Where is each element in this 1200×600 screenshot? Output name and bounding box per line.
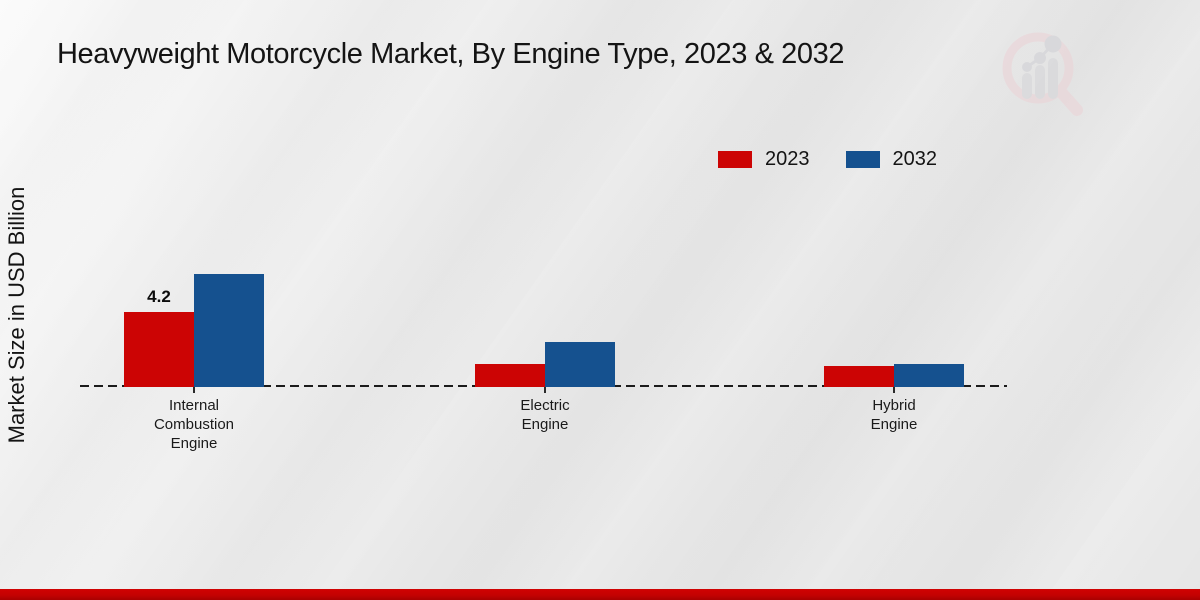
bar-value-label: 4.2 — [147, 287, 171, 306]
bar-2023-category-1 — [475, 364, 545, 387]
footer-accent-bar — [0, 589, 1200, 600]
legend: 2023 2032 — [718, 148, 937, 171]
legend-swatch-2032 — [845, 151, 880, 168]
bar-2023-category-2 — [824, 366, 894, 387]
brand-logo-magnifier-icon — [1002, 32, 1083, 116]
category-label: Internal Combustion Engine — [153, 397, 235, 453]
x-axis-tick — [893, 387, 895, 393]
bar-2032-category-1 — [545, 342, 615, 387]
bar-2032-category-0 — [194, 274, 264, 387]
category-label: Electric Engine — [520, 397, 570, 434]
legend-label-2023: 2023 — [765, 148, 810, 170]
x-axis-tick — [544, 387, 546, 393]
bar-2032-category-2 — [894, 364, 964, 387]
legend-item-2023: 2023 — [718, 148, 810, 171]
legend-label-2032: 2032 — [892, 148, 938, 170]
bar-2023-category-0 — [124, 312, 194, 387]
chart-title: Heavyweight Motorcycle Market, By Engine… — [57, 38, 845, 70]
y-axis-label: Market Size in USD Billion — [4, 186, 29, 444]
legend-item-2032: 2032 — [845, 148, 938, 171]
legend-swatch-2023 — [718, 151, 752, 168]
category-label: Hybrid Engine — [870, 397, 918, 434]
x-axis-tick — [193, 387, 195, 393]
